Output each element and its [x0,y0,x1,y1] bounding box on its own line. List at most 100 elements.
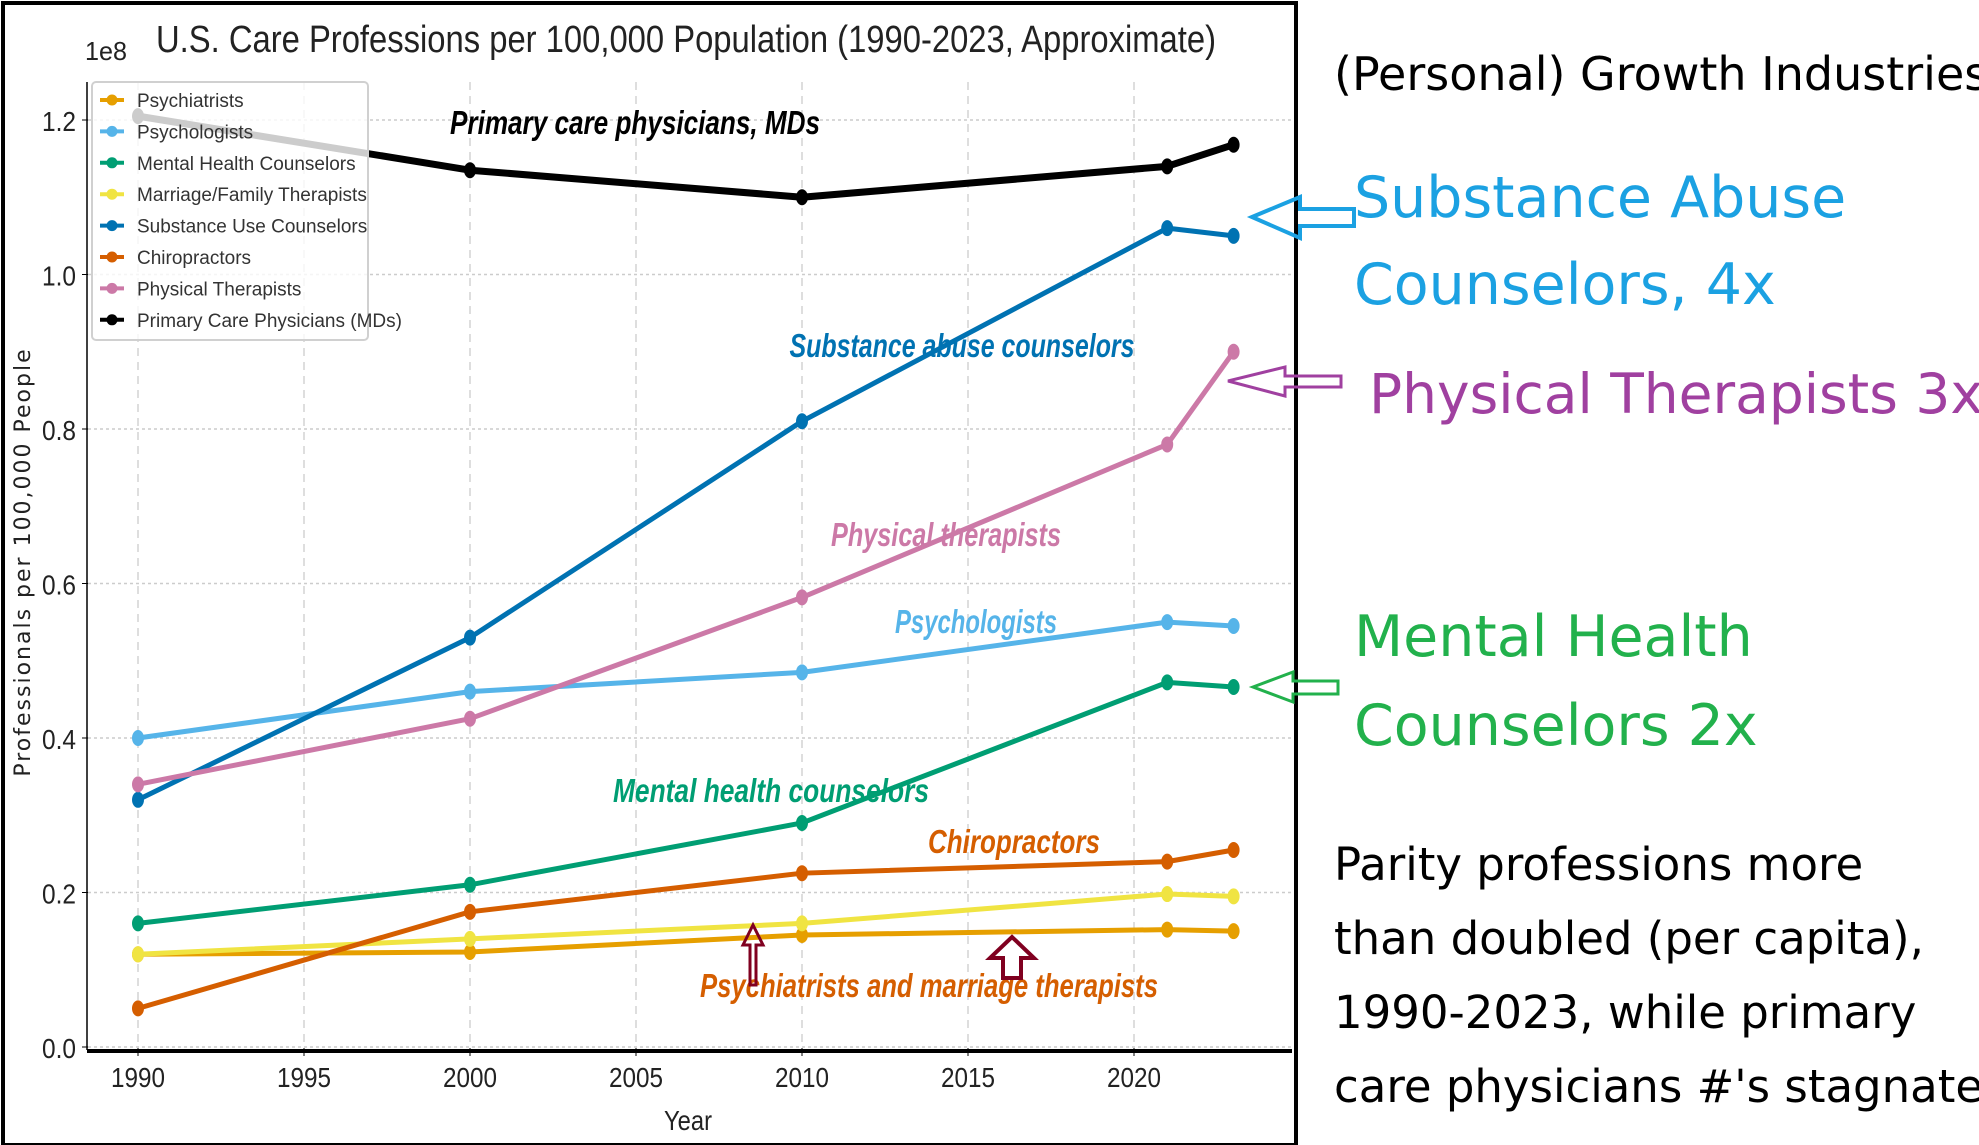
annotation-substance: Substance abuse counselors [790,327,1135,364]
series-psychologists [132,614,1240,746]
series-lines [132,108,1240,1017]
y-tick-label: 1.2 [42,106,76,137]
data-point [796,915,808,932]
annotation-psych-mft: Psychiatrists and marriage therapists [700,967,1158,1004]
data-point [1227,679,1240,696]
data-point [1227,136,1240,153]
data-point [796,413,808,430]
data-point [464,629,476,646]
x-tick-label: 1990 [111,1062,165,1093]
legend-marker [106,314,118,326]
annotation-chiro: Chiropractors [928,823,1100,860]
legend-label: Chiropractors [137,248,251,269]
data-point [796,814,808,831]
data-point [1161,853,1174,870]
legend-item: Mental Health Counselors [100,154,356,175]
legend-marker [106,251,118,263]
y-tick-label: 1.0 [42,261,76,292]
data-point [1227,923,1240,940]
legend-label: Psychiatrists [137,91,244,112]
up-arrow-icon [985,934,1039,980]
x-tick-label: 1995 [277,1062,331,1093]
x-tick-label: 2005 [609,1062,663,1093]
data-point [1227,842,1240,859]
y-tick-label: 0.2 [42,879,76,910]
series-mental-health-counselors [132,674,1240,932]
legend-box [91,81,369,341]
legend-label: Primary Care Physicians (MDs) [137,311,402,332]
legend-marker [106,94,118,106]
left-arrow-icon [1227,365,1343,398]
y-tick-label: 0.6 [42,570,76,601]
data-point [132,1000,144,1017]
data-point [1227,343,1240,360]
data-point [1227,227,1240,244]
data-point [464,943,476,960]
annotation-mhc: Mental health counselors [613,772,929,809]
left-arrow-icon [1246,194,1356,242]
legend-marker [106,125,118,137]
summary-line: 1990-2023, while primary [1334,986,1916,1039]
series-physical-therapists [132,343,1240,793]
data-point [464,876,476,893]
y-tick-label: 0.0 [42,1033,76,1064]
note-mhc-line1: Mental Health [1354,604,1753,670]
data-point [1227,888,1240,905]
data-point [1161,158,1174,175]
legend-label: Physical Therapists [137,279,301,300]
annotation-pt: Physical therapists [831,516,1061,553]
y-axis-label: Professionals per 100,000 People [11,347,36,776]
summary-line: than doubled (per capita), [1334,912,1924,965]
data-point [1161,614,1174,631]
data-point [1161,220,1174,237]
data-point [132,730,144,746]
data-point [132,791,144,808]
x-tick-label: 2020 [1107,1062,1161,1093]
up-arrow-icon [740,921,766,987]
note-substance-line2: Counselors, 4x [1354,252,1776,318]
legend-label: Marriage/Family Therapists [137,185,367,206]
legend-item: Psychologists [100,122,253,143]
legend-item: Chiropractors [100,248,251,269]
series-substance-use-counselors [132,220,1240,808]
legend-marker [106,157,118,169]
legend-item: Marriage/Family Therapists [100,185,367,206]
data-point [464,683,476,700]
data-point [796,664,808,681]
legend-marker [106,188,118,200]
y-tick-label: 0.8 [42,415,76,446]
legend-label: Substance Use Counselors [137,217,367,238]
legend-marker [106,220,118,232]
data-point [464,930,476,947]
data-point [464,710,476,727]
data-point [464,162,476,179]
x-tick-label: 2000 [443,1062,497,1093]
y-tick-label: 0.4 [42,724,76,755]
x-tick-label: 2010 [775,1062,829,1093]
data-point [1227,617,1240,634]
data-point [132,776,144,793]
note-pt: Physical Therapists 3x [1369,362,1979,426]
data-point [1161,674,1174,691]
data-point [1161,886,1174,903]
x-axis-label: Year [664,1105,712,1136]
y-offset-label: 1e8 [85,36,127,66]
chart-title: U.S. Care Professions per 100,000 Popula… [156,19,1216,61]
legend-item: Physical Therapists [100,279,301,300]
data-point [1161,436,1174,453]
left-arrow-icon [1248,669,1340,705]
summary-line: care physicians #'s stagnate [1334,1060,1979,1113]
legend-item: Psychiatrists [100,91,244,112]
x-tick-label: 2015 [941,1062,995,1093]
series-chiropractors [132,842,1240,1017]
note-substance-line1: Substance Abuse [1354,165,1846,231]
legend-label: Mental Health Counselors [137,154,356,175]
annotation-psychologists: Psychologists [895,603,1057,640]
data-point [796,865,808,882]
data-point [132,915,144,932]
axes [86,82,1292,1053]
legend-label: Psychologists [137,122,253,143]
annotation-pcp: Primary care physicians, MDs [450,104,820,141]
legend-marker [106,282,118,294]
